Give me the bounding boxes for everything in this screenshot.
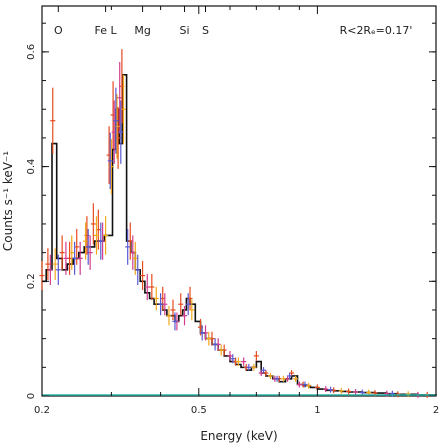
line-annotations: O Fe L Mg Si S [54, 6, 209, 37]
x-axis-label: Energy (keV) [200, 429, 277, 443]
line-annotation: Fe L [95, 24, 118, 37]
region-label: R<2Rₑ=0.17' [340, 24, 413, 37]
x-tick-label: 2 [433, 405, 439, 416]
y-tick-label: 0.6 [26, 44, 37, 60]
y-axis-label: Counts s⁻¹ keV⁻¹ [1, 151, 15, 251]
y-tick-label: 0.2 [26, 273, 37, 289]
data-points-group [39, 49, 430, 398]
line-annotation: S [202, 24, 209, 37]
y-tick-label: 0.4 [26, 159, 37, 175]
line-annotation: Mg [134, 24, 150, 37]
line-annotation: Si [179, 24, 189, 37]
plot-frame [41, 5, 437, 397]
x-axis: 0.2 0.5 1 2 [34, 6, 439, 416]
line-annotation: O [54, 24, 63, 37]
x-tick-label: 0.2 [34, 405, 50, 416]
y-tick-label: 0 [26, 393, 37, 399]
x-tick-label: 0.5 [191, 405, 207, 416]
y-axis: 0 0.2 0.4 0.6 [26, 22, 436, 399]
x-tick-label: 1 [314, 405, 320, 416]
